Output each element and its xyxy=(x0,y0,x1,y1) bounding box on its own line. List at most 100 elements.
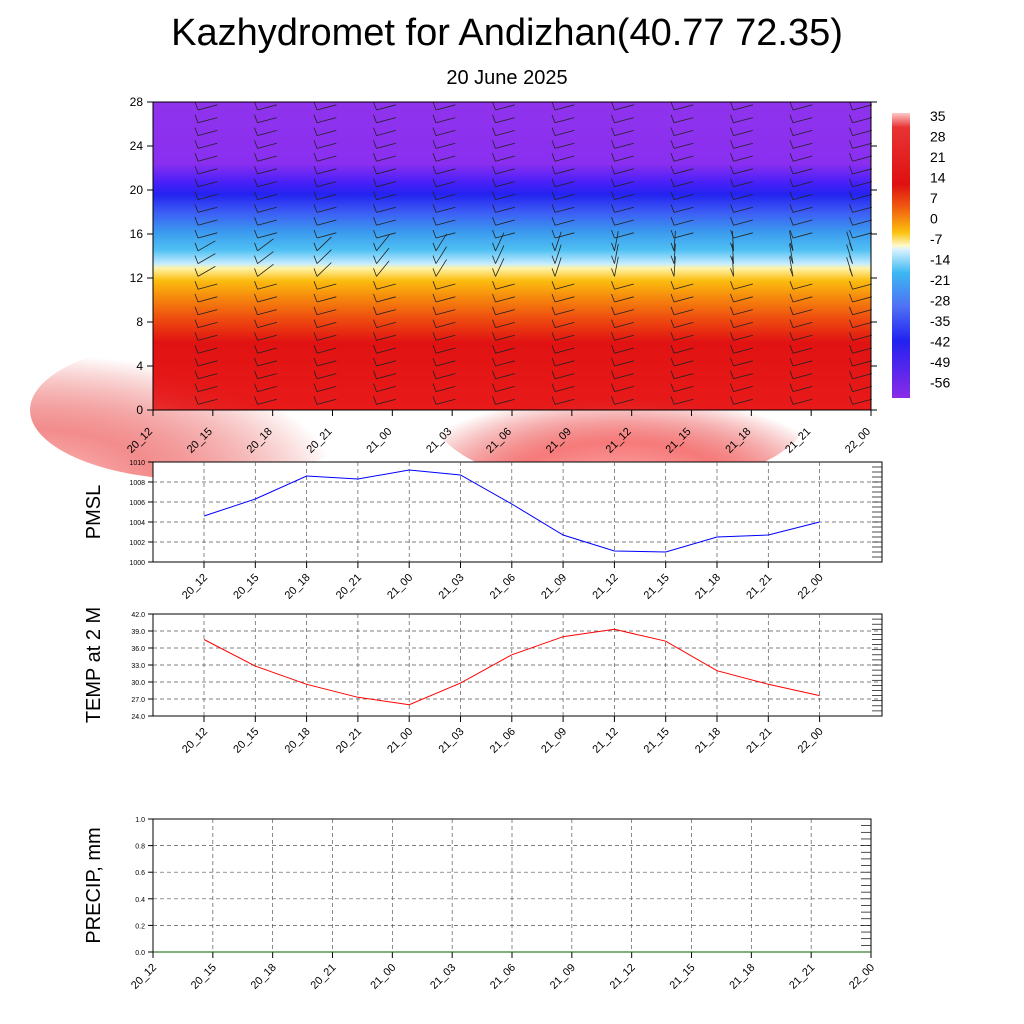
wind-barb-flag xyxy=(551,255,556,264)
wind-barb xyxy=(435,296,456,303)
wind-barb xyxy=(673,386,694,392)
wind-barb xyxy=(435,246,447,264)
wind-barb xyxy=(554,398,575,405)
wind-barb xyxy=(614,104,634,111)
wind-barb xyxy=(376,360,396,367)
wind-barb-flag xyxy=(432,396,437,405)
wind-barb-flag xyxy=(492,332,496,341)
wind-barb-flag xyxy=(373,229,377,239)
wind-barb xyxy=(852,104,872,111)
wind-barb-flag xyxy=(730,396,734,405)
wind-barb-flag xyxy=(254,165,258,175)
wind-barb xyxy=(554,347,575,354)
wind-barb xyxy=(435,283,456,290)
wind-barb-flag xyxy=(194,165,199,175)
wind-barb-flag xyxy=(313,153,318,162)
chart-title: Kazhydromet for Andizhan(40.77 72.35) xyxy=(171,12,843,54)
x-tick-label: 21_18 xyxy=(727,962,757,992)
wind-barb-flag xyxy=(373,204,377,213)
y-tick-label: 1002 xyxy=(129,540,145,547)
wind-barb-flag xyxy=(789,217,794,226)
wind-barb-flag xyxy=(849,332,853,341)
wind-barb-flag xyxy=(730,101,734,111)
wind-barb-flag xyxy=(730,268,734,277)
wind-barb xyxy=(435,194,456,200)
wind-barb xyxy=(257,194,277,200)
wind-barb-flag xyxy=(432,217,437,226)
wind-barb-flag xyxy=(730,281,734,290)
wind-barb xyxy=(495,245,505,264)
colorbar-label: -28 xyxy=(930,293,950,309)
wind-barb-flag xyxy=(849,178,853,187)
colorbar-strip xyxy=(892,113,910,398)
wind-barb-flag xyxy=(551,178,556,187)
wind-barb xyxy=(852,232,872,239)
wind-barb xyxy=(197,194,218,200)
wind-barb-flag xyxy=(432,140,437,149)
wind-barb-flag xyxy=(670,242,675,251)
wind-barb-flag xyxy=(194,101,199,111)
wind-barb-flag xyxy=(254,242,258,251)
wind-barb xyxy=(197,309,218,316)
y-tick-label: 0.2 xyxy=(135,923,145,930)
wind-barb xyxy=(257,130,277,136)
wind-barb-flag xyxy=(492,101,496,111)
wind-barb xyxy=(316,334,337,341)
wind-barb xyxy=(852,347,872,354)
wind-barb-flag xyxy=(730,165,734,175)
wind-barb xyxy=(733,283,753,290)
wind-barb-flag xyxy=(194,293,199,303)
wind-barb xyxy=(614,117,634,124)
wind-barb xyxy=(792,360,813,367)
wind-barb xyxy=(614,219,634,226)
wind-barb-flag xyxy=(730,178,734,187)
wind-barb xyxy=(614,231,619,251)
wind-barb-flag xyxy=(313,370,318,379)
y-tick-label: 24.0 xyxy=(131,714,145,721)
wind-barb-flag xyxy=(611,370,615,379)
wind-barb xyxy=(673,219,694,226)
x-tick-label: 21_18 xyxy=(693,726,723,756)
wind-barb-flag xyxy=(730,345,734,354)
wind-barb-flag xyxy=(313,217,318,226)
wind-barb xyxy=(554,232,575,239)
wind-barb xyxy=(495,117,515,124)
x-tick-label: 21_06 xyxy=(488,572,518,602)
wind-barb-flag xyxy=(254,383,258,392)
wind-barb-flag xyxy=(373,383,377,392)
wind-barb xyxy=(435,104,456,111)
wind-barb xyxy=(197,181,218,188)
wind-barb-flag xyxy=(432,306,437,315)
wind-barb-flag xyxy=(670,140,675,149)
y-tick-label: 4 xyxy=(136,359,143,373)
wind-barb-flag xyxy=(254,281,258,290)
wind-barb xyxy=(614,309,634,316)
y-tick-label: 20 xyxy=(130,183,144,197)
wind-barb-flag xyxy=(432,255,437,264)
wind-barb-flag xyxy=(254,191,258,200)
wind-barb-flag xyxy=(194,140,199,149)
x-tick-label: 22_00 xyxy=(847,962,877,992)
y-tick-label: 16 xyxy=(130,227,144,241)
wind-barb-flag xyxy=(432,268,437,277)
wind-barb-flag xyxy=(789,396,794,405)
wind-barb-flag xyxy=(492,165,496,175)
wind-barb-flag xyxy=(849,191,853,200)
wind-barb xyxy=(316,155,337,162)
wind-barb-flag xyxy=(492,268,496,277)
wind-barb-flag xyxy=(849,383,853,392)
wind-barb xyxy=(197,130,218,136)
wind-barb-flag xyxy=(313,345,318,354)
wind-barb xyxy=(792,232,813,239)
wind-barb xyxy=(316,219,337,226)
wind-barb-flag xyxy=(789,127,794,136)
wind-barb xyxy=(733,104,753,111)
wind-barb-flag xyxy=(789,178,794,187)
wind-barb xyxy=(852,181,872,188)
wind-barb-flag xyxy=(373,332,377,341)
wind-barb xyxy=(495,373,515,380)
y-tick-label: 39.0 xyxy=(131,629,145,636)
wind-barb-flag xyxy=(432,191,437,200)
wind-barb xyxy=(852,386,872,392)
wind-barb xyxy=(257,373,277,380)
